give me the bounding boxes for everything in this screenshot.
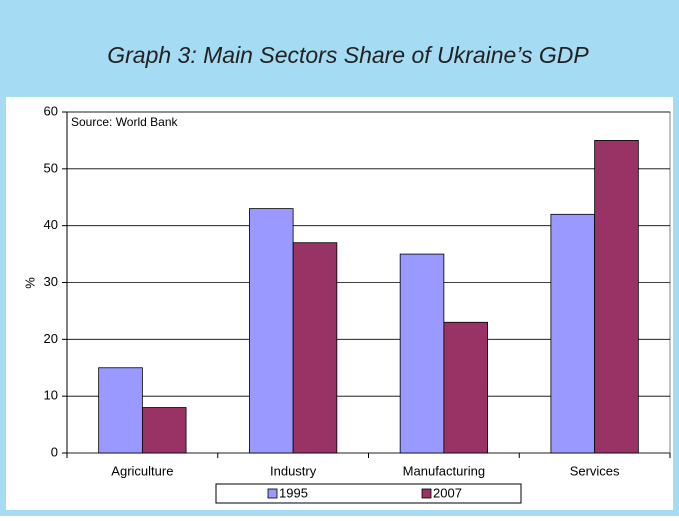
- y-tick-label: 0: [51, 444, 58, 459]
- bar: [550, 213, 596, 454]
- bar: [443, 321, 488, 454]
- legend-swatch: [267, 488, 278, 499]
- bar: [399, 253, 445, 454]
- x-tick-label: Manufacturing: [403, 463, 485, 478]
- y-tick-label: 30: [44, 274, 58, 289]
- legend-label: 1995: [279, 485, 308, 500]
- bar: [249, 208, 294, 454]
- annotation: Source: World Bank: [71, 115, 178, 129]
- legend-label: 2007: [433, 485, 462, 500]
- legend: [215, 483, 522, 504]
- y-tick-label: 40: [44, 217, 58, 232]
- y-axis-label: %: [22, 277, 37, 289]
- y-tick-label: 10: [44, 388, 58, 403]
- chart-title: Graph 3: Main Sectors Share of Ukraine’s…: [107, 42, 589, 68]
- y-tick-label: 20: [44, 331, 58, 346]
- legend-swatch: [421, 488, 432, 499]
- bar: [594, 140, 639, 454]
- x-tick-label: Services: [570, 463, 620, 478]
- bar: [292, 242, 338, 454]
- x-tick-label: Agriculture: [111, 463, 173, 478]
- bar: [98, 367, 143, 454]
- y-tick-label: 60: [44, 103, 58, 118]
- bar: [141, 407, 187, 454]
- x-tick-label: Industry: [270, 463, 317, 478]
- y-tick-label: 50: [44, 160, 58, 175]
